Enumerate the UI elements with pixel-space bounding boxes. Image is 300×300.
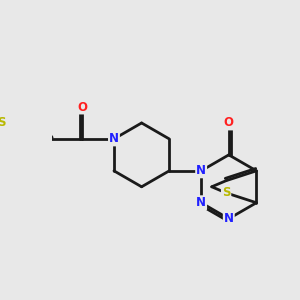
Text: O: O [77,100,87,113]
Text: N: N [196,196,206,209]
Text: N: N [109,132,119,146]
Text: S: S [222,186,230,200]
Text: S: S [0,116,5,130]
Text: N: N [196,164,206,177]
Text: N: N [224,212,234,225]
Text: O: O [224,116,234,130]
